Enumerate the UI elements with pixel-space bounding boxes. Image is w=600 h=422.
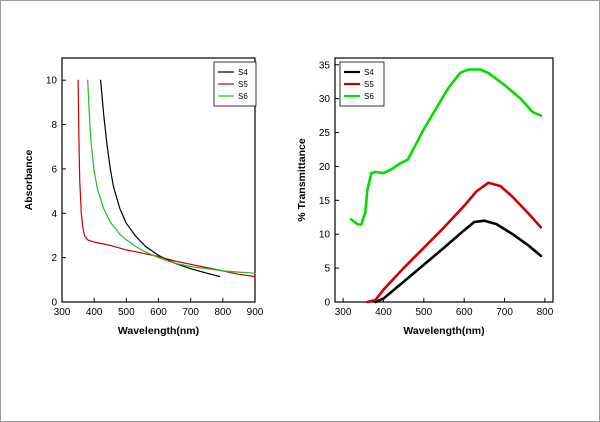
chart1-y-tick-label: 2 bbox=[51, 253, 57, 264]
chart2-y-tick-label: 20 bbox=[319, 162, 331, 173]
chart2-x-tick-label: 500 bbox=[415, 307, 432, 318]
chart1-y-tick-label: 8 bbox=[51, 120, 57, 131]
chart2-y-tick-label: 5 bbox=[324, 264, 330, 275]
chart2-x-tick-label: 800 bbox=[537, 307, 554, 318]
chart2-legend-label-s4: S4 bbox=[364, 68, 374, 77]
chart1-legend-label-s6: S6 bbox=[238, 92, 248, 101]
chart1-y-tick-label: 10 bbox=[46, 76, 58, 87]
chart2-x-tick-label: 600 bbox=[456, 307, 473, 318]
chart2-plot-frame bbox=[334, 57, 554, 303]
chart2-y-tick-label: 30 bbox=[319, 94, 331, 105]
chart2-y-tick-label: 25 bbox=[319, 128, 331, 139]
chart2-x-tick-label: 300 bbox=[335, 307, 352, 318]
chart1-x-tick-label: 300 bbox=[54, 307, 71, 318]
chart1-y-tick-label: 6 bbox=[51, 164, 57, 175]
chart2-legend-label-s5: S5 bbox=[364, 80, 374, 89]
chart2-series-s5-line bbox=[365, 181, 543, 304]
chart1-x-tick-label: 900 bbox=[247, 307, 264, 318]
chart2-series-s4-line bbox=[374, 219, 543, 304]
chart2-legend-label-s6: S6 bbox=[364, 92, 374, 101]
chart2-x-axis-label: Wavelength(nm) bbox=[403, 325, 484, 337]
chart1-legend-label-s4: S4 bbox=[238, 68, 248, 77]
chart2-series-s6-line bbox=[349, 68, 543, 226]
chart2-y-axis-label: % Transmittance bbox=[296, 138, 308, 222]
chart1-y-axis-label: Absorbance bbox=[23, 150, 35, 211]
chart1-legend-label-s5: S5 bbox=[238, 80, 248, 89]
chart1-x-tick-label: 800 bbox=[214, 307, 231, 318]
chart1-x-tick-label: 500 bbox=[118, 307, 135, 318]
chart1-series-s4-line bbox=[99, 79, 221, 278]
chart2-y-tick-label: 0 bbox=[324, 298, 330, 309]
chart2-x-tick-label: 700 bbox=[496, 307, 513, 318]
chart1-y-tick-label: 0 bbox=[51, 298, 57, 309]
chart1-series-s6-line bbox=[87, 79, 256, 274]
chart1-x-axis-label: Wavelength(nm) bbox=[118, 325, 199, 337]
chart1-x-tick-label: 700 bbox=[182, 307, 199, 318]
chart1-series-s5-line bbox=[77, 79, 256, 278]
chart1-y-tick-label: 4 bbox=[51, 209, 57, 220]
chart2-y-tick-label: 15 bbox=[319, 196, 331, 207]
chart1-x-tick-label: 400 bbox=[86, 307, 103, 318]
chart2-y-tick-label: 35 bbox=[319, 60, 331, 71]
chart2-x-tick-label: 400 bbox=[375, 307, 392, 318]
chart2-y-tick-label: 10 bbox=[319, 230, 331, 241]
chart1-x-tick-label: 600 bbox=[150, 307, 167, 318]
